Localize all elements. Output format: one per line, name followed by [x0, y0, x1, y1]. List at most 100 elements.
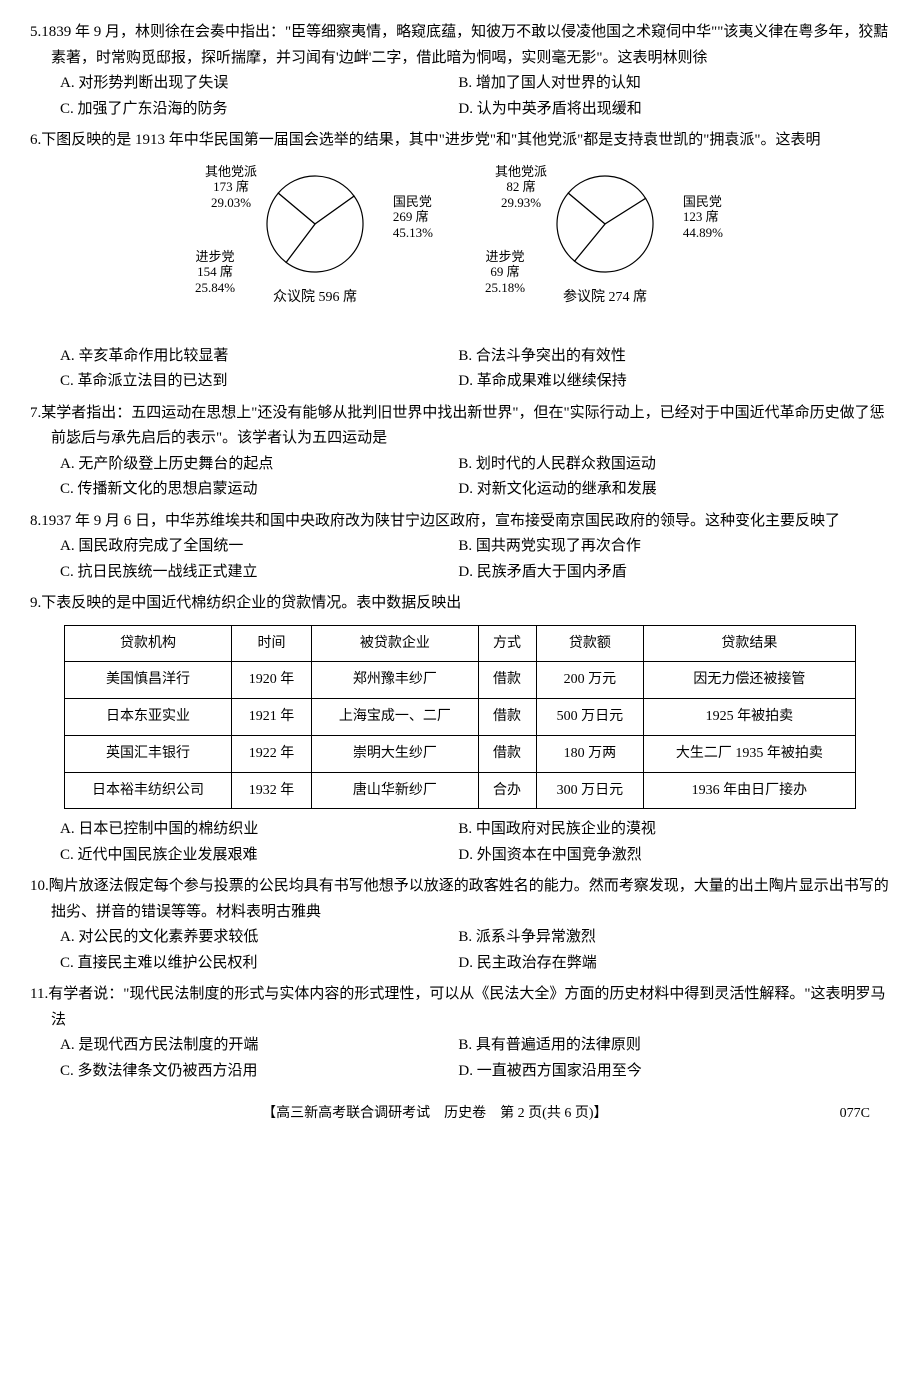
q10-option-b: B. 派系斗争异常激烈 [458, 925, 856, 951]
table-cell: 借款 [478, 699, 536, 736]
q6-option-d: D. 革命成果难以继续保持 [458, 369, 856, 395]
q8-option-d: D. 民族矛盾大于国内矛盾 [458, 560, 856, 586]
table-cell: 合办 [478, 772, 536, 809]
pie-chart-senate [545, 164, 665, 284]
table-header: 贷款机构 [65, 625, 231, 662]
table-cell: 1925 年被拍卖 [644, 699, 855, 736]
question-11: 11.有学者说："现代民法制度的形式与实体内容的形式理性，可以从《民法大全》方面… [30, 982, 890, 1084]
q6-num: 6. [30, 132, 41, 148]
q6-option-c: C. 革命派立法目的已达到 [60, 369, 458, 395]
table-header: 贷款结果 [644, 625, 855, 662]
q11-option-a: A. 是现代西方民法制度的开端 [60, 1033, 458, 1059]
q8-num: 8. [30, 513, 41, 529]
table-cell: 1936 年由日厂接办 [644, 772, 855, 809]
table-cell: 英国汇丰银行 [65, 735, 231, 772]
pie-charts: 众议院 596 席 其他党派 173 席 29.03% 国民党 269 席 45… [30, 164, 890, 334]
table-cell: 借款 [478, 662, 536, 699]
table-cell: 郑州豫丰纱厂 [312, 662, 478, 699]
q5-option-a: A. 对形势判断出现了失误 [60, 71, 458, 97]
table-cell: 1922 年 [231, 735, 312, 772]
q7-option-b: B. 划时代的人民群众救国运动 [458, 452, 856, 478]
question-8: 8.1937 年 9 月 6 日，中华苏维埃共和国中央政府改为陕甘宁边区政府，宣… [30, 509, 890, 586]
q7-option-a: A. 无产阶级登上历史舞台的起点 [60, 452, 458, 478]
q10-option-a: A. 对公民的文化素养要求较低 [60, 925, 458, 951]
table-row: 日本裕丰纺织公司1932 年唐山华新纱厂合办300 万日元1936 年由日厂接办 [65, 772, 855, 809]
question-5: 5.1839 年 9 月，林则徐在会奏中指出："臣等细察夷情，略窥底蕴，知彼万不… [30, 20, 890, 122]
table-cell: 1921 年 [231, 699, 312, 736]
q8-option-c: C. 抗日民族统一战线正式建立 [60, 560, 458, 586]
chart1-label-0: 其他党派 173 席 29.03% [205, 164, 257, 211]
q10-stem: 10.陶片放逐法假定每个参与投票的公民均具有书写他想予以放逐的政客姓名的能力。然… [30, 874, 890, 925]
table-cell: 上海宝成一、二厂 [312, 699, 478, 736]
q9-option-b: B. 中国政府对民族企业的漠视 [458, 817, 856, 843]
table-cell: 180 万两 [536, 735, 644, 772]
table-row: 美国慎昌洋行1920 年郑州豫丰纱厂借款200 万元因无力偿还被接管 [65, 662, 855, 699]
q11-text: 有学者说："现代民法制度的形式与实体内容的形式理性，可以从《民法大全》方面的历史… [48, 986, 885, 1028]
pie-chart-house [255, 164, 375, 284]
chart2-label-2: 进步党 69 席 25.18% [485, 249, 525, 296]
q10-text: 陶片放逐法假定每个参与投票的公民均具有书写他想予以放逐的政客姓名的能力。然而考察… [49, 878, 889, 920]
q9-option-c: C. 近代中国民族企业发展艰难 [60, 843, 458, 869]
q11-option-d: D. 一直被西方国家沿用至今 [458, 1059, 856, 1085]
q5-option-c: C. 加强了广东沿海的防务 [60, 97, 458, 123]
loan-table: 贷款机构时间被贷款企业方式贷款额贷款结果 美国慎昌洋行1920 年郑州豫丰纱厂借… [64, 625, 855, 810]
question-7: 7.某学者指出：五四运动在思想上"还没有能够从批判旧世界中找出新世界"，但在"实… [30, 401, 890, 503]
q5-option-b: B. 增加了国人对世界的认知 [458, 71, 856, 97]
footer-code: 077C [840, 1102, 870, 1126]
table-cell: 1920 年 [231, 662, 312, 699]
chart1-title: 众议院 596 席 [205, 286, 425, 310]
q7-num: 7. [30, 405, 41, 421]
q5-text: 1839 年 9 月，林则徐在会奏中指出："臣等细察夷情，略窥底蕴，知彼万不敢以… [41, 24, 888, 66]
table-cell: 300 万日元 [536, 772, 644, 809]
q8-stem: 8.1937 年 9 月 6 日，中华苏维埃共和国中央政府改为陕甘宁边区政府，宣… [30, 509, 890, 535]
table-cell: 200 万元 [536, 662, 644, 699]
chart2-label-0: 其他党派 82 席 29.93% [495, 164, 547, 211]
q11-option-b: B. 具有普遍适用的法律原则 [458, 1033, 856, 1059]
table-row: 英国汇丰银行1922 年崇明大生纱厂借款180 万两大生二厂 1935 年被拍卖 [65, 735, 855, 772]
q5-num: 5. [30, 24, 41, 40]
chart1-label-1: 国民党 269 席 45.13% [393, 194, 433, 241]
q5-stem: 5.1839 年 9 月，林则徐在会奏中指出："臣等细察夷情，略窥底蕴，知彼万不… [30, 20, 890, 71]
q9-text: 下表反映的是中国近代棉纺织企业的贷款情况。表中数据反映出 [41, 595, 461, 611]
q8-option-a: A. 国民政府完成了全国统一 [60, 534, 458, 560]
chart-senate: 参议院 274 席 其他党派 82 席 29.93% 国民党 123 席 44.… [495, 164, 715, 334]
table-cell: 日本东亚实业 [65, 699, 231, 736]
q6-stem: 6.下图反映的是 1913 年中华民国第一届国会选举的结果，其中"进步党"和"其… [30, 128, 890, 154]
table-header: 方式 [478, 625, 536, 662]
q7-option-c: C. 传播新文化的思想启蒙运动 [60, 477, 458, 503]
question-6: 6.下图反映的是 1913 年中华民国第一届国会选举的结果，其中"进步党"和"其… [30, 128, 890, 395]
q11-option-c: C. 多数法律条文仍被西方沿用 [60, 1059, 458, 1085]
table-cell: 崇明大生纱厂 [312, 735, 478, 772]
q7-stem: 7.某学者指出：五四运动在思想上"还没有能够从批判旧世界中找出新世界"，但在"实… [30, 401, 890, 452]
footer-text: 【高三新高考联合调研考试 历史卷 第 2 页(共 6 页)】 [262, 1106, 607, 1121]
page-footer: 【高三新高考联合调研考试 历史卷 第 2 页(共 6 页)】 077C [30, 1102, 890, 1126]
q6-option-b: B. 合法斗争突出的有效性 [458, 344, 856, 370]
table-cell: 500 万日元 [536, 699, 644, 736]
chart1-label-2: 进步党 154 席 25.84% [195, 249, 235, 296]
question-9: 9.下表反映的是中国近代棉纺织企业的贷款情况。表中数据反映出 贷款机构时间被贷款… [30, 591, 890, 868]
q9-stem: 9.下表反映的是中国近代棉纺织企业的贷款情况。表中数据反映出 [30, 591, 890, 617]
chart-house: 众议院 596 席 其他党派 173 席 29.03% 国民党 269 席 45… [205, 164, 425, 334]
table-cell: 唐山华新纱厂 [312, 772, 478, 809]
q6-option-a: A. 辛亥革命作用比较显著 [60, 344, 458, 370]
q6-text: 下图反映的是 1913 年中华民国第一届国会选举的结果，其中"进步党"和"其他党… [41, 132, 820, 148]
chart2-title: 参议院 274 席 [495, 286, 715, 310]
table-cell: 大生二厂 1935 年被拍卖 [644, 735, 855, 772]
table-cell: 因无力偿还被接管 [644, 662, 855, 699]
q9-num: 9. [30, 595, 41, 611]
q11-stem: 11.有学者说："现代民法制度的形式与实体内容的形式理性，可以从《民法大全》方面… [30, 982, 890, 1033]
chart2-label-1: 国民党 123 席 44.89% [683, 194, 723, 241]
q5-option-d: D. 认为中英矛盾将出现缓和 [458, 97, 856, 123]
q9-option-d: D. 外国资本在中国竞争激烈 [458, 843, 856, 869]
table-cell: 日本裕丰纺织公司 [65, 772, 231, 809]
q10-num: 10. [30, 878, 49, 894]
table-header: 被贷款企业 [312, 625, 478, 662]
table-header: 时间 [231, 625, 312, 662]
q7-option-d: D. 对新文化运动的继承和发展 [458, 477, 856, 503]
question-10: 10.陶片放逐法假定每个参与投票的公民均具有书写他想予以放逐的政客姓名的能力。然… [30, 874, 890, 976]
table-cell: 借款 [478, 735, 536, 772]
q11-num: 11. [30, 986, 48, 1002]
table-header: 贷款额 [536, 625, 644, 662]
q8-text: 1937 年 9 月 6 日，中华苏维埃共和国中央政府改为陕甘宁边区政府，宣布接… [41, 513, 840, 529]
table-cell: 美国慎昌洋行 [65, 662, 231, 699]
